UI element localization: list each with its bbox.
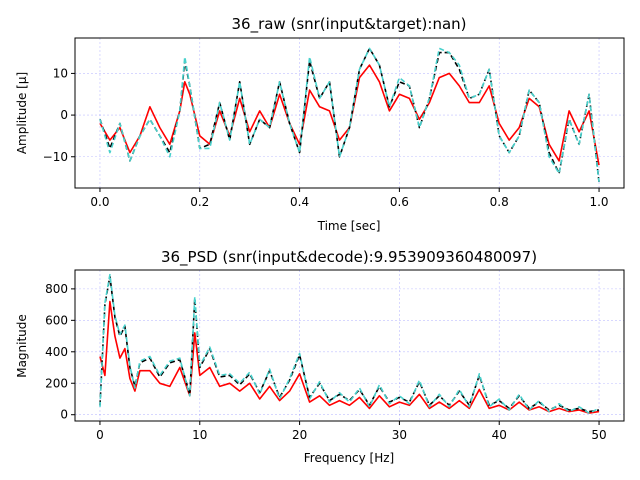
x-tick-label: 10	[192, 428, 207, 442]
y-tick-label: 800	[45, 282, 68, 296]
x-tick-label: 0.2	[190, 195, 209, 209]
series-line-1	[99, 300, 600, 414]
series-group	[99, 47, 600, 182]
y-tick-label: 10	[53, 66, 68, 80]
psd-chart: 36_PSD (snr(input&decode):9.953909360480…	[15, 248, 625, 465]
series-line-1	[99, 64, 600, 166]
y-tick-label: 0	[60, 408, 68, 422]
series-line-3	[99, 273, 600, 414]
series-line-2	[99, 275, 600, 413]
series-group	[99, 273, 600, 414]
x-tick-label: 20	[292, 428, 307, 442]
grid-lines	[75, 270, 624, 421]
x-tick-label: 0.4	[290, 195, 309, 209]
raw-signal-chart: 36_raw (snr(input&target):nan) Time [sec…	[15, 15, 625, 233]
plot-frame	[74, 37, 625, 189]
y-tick-label: −10	[43, 150, 68, 164]
x-tick-label: 0.0	[90, 195, 109, 209]
x-tick-label: 1.0	[589, 195, 608, 209]
x-tick-label: 0.8	[490, 195, 509, 209]
plot-frame	[74, 269, 625, 422]
chart-title: 36_raw (snr(input&target):nan)	[231, 15, 466, 34]
y-tick-label: 200	[45, 376, 68, 390]
x-axis-label: Frequency [Hz]	[304, 451, 395, 465]
y-tick-label: 400	[45, 345, 68, 359]
x-tick-label: 30	[392, 428, 407, 442]
x-tick-label: 50	[591, 428, 606, 442]
x-tick-label: 0.6	[390, 195, 409, 209]
series-line-3	[99, 47, 600, 182]
y-tick-label: 0	[60, 108, 68, 122]
x-tick-label: 40	[492, 428, 507, 442]
y-tick-label: 600	[45, 313, 68, 327]
x-tick-label: 0	[96, 428, 104, 442]
chart-title: 36_PSD (snr(input&decode):9.953909360480…	[161, 248, 537, 267]
x-axis-label: Time [sec]	[317, 219, 381, 233]
y-axis-label: Magnitude	[15, 314, 29, 378]
y-axis-label: Amplitude [μ]	[15, 72, 29, 154]
